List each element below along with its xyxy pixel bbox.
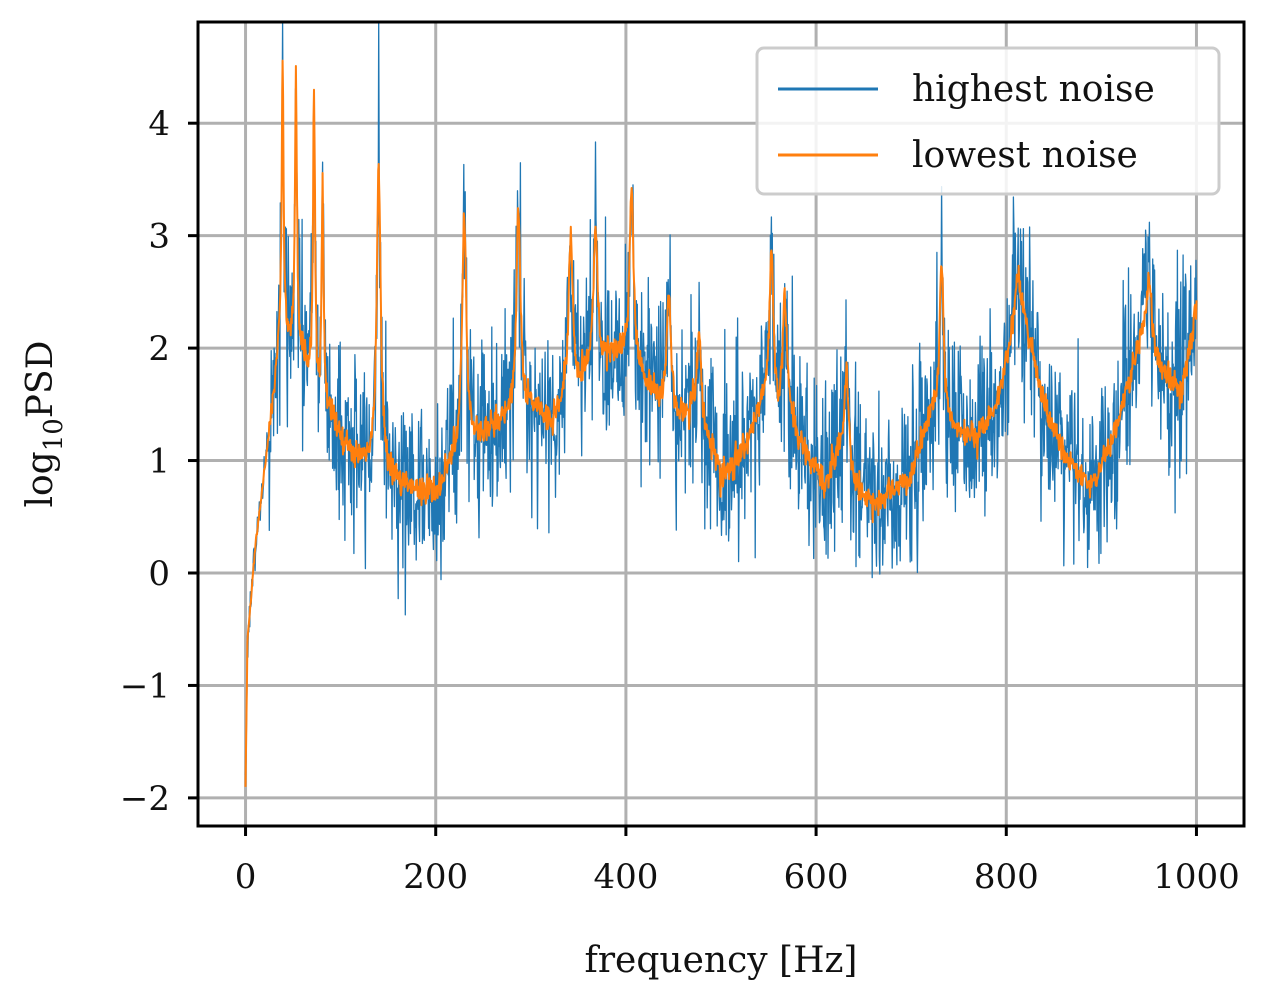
x-tick-label: 600 xyxy=(784,857,849,897)
y-tick-label: 1 xyxy=(148,442,170,482)
y-tick-label: 4 xyxy=(148,104,170,144)
x-tick-label: 800 xyxy=(974,857,1039,897)
plot-frame xyxy=(196,20,1246,828)
y-axis-label-rest: PSD xyxy=(20,340,61,418)
y-tick-label: 0 xyxy=(148,554,170,594)
y-axis-label: log10PSD xyxy=(20,340,69,507)
y-tick-label: 3 xyxy=(148,217,170,257)
y-tick-label: 2 xyxy=(148,329,170,369)
series-line-lowest-noise xyxy=(244,59,1198,787)
x-axis-label: frequency [Hz] xyxy=(585,940,858,981)
x-tick-label: 400 xyxy=(593,857,658,897)
legend-label-highest-noise: highest noise xyxy=(912,69,1155,110)
legend: highest noise lowest noise xyxy=(755,46,1221,196)
ticks: 0 200 400 600 800 1000 −2 −1 0 1 2 3 4 xyxy=(120,104,1240,897)
y-axis-label-base: log xyxy=(20,451,61,507)
y-tick-label: −2 xyxy=(120,779,170,819)
x-tick-label: 1000 xyxy=(1153,857,1240,897)
series-layer xyxy=(244,21,1198,787)
x-tick-label: 0 xyxy=(235,857,257,897)
y-axis-label-subscript: 10 xyxy=(39,418,69,451)
x-tick-label: 200 xyxy=(403,857,468,897)
series-line-highest-noise xyxy=(244,21,1198,776)
legend-box xyxy=(755,46,1221,196)
legend-label-lowest-noise: lowest noise xyxy=(912,135,1138,176)
y-tick-label: −1 xyxy=(120,666,170,706)
